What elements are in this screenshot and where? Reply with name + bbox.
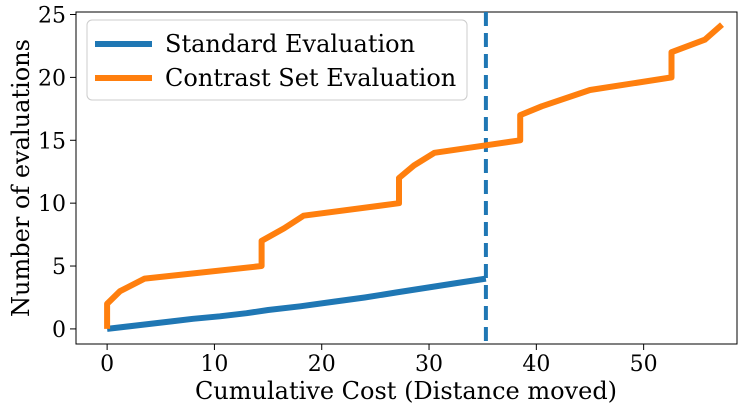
- plot-frame: [75, 11, 738, 345]
- x-tick-label: 30: [415, 352, 443, 377]
- series-line-standard: [106, 275, 487, 332]
- y-tick-label: 10: [38, 192, 66, 217]
- legend-label-contrast: Contrast Set Evaluation: [165, 64, 456, 92]
- legend-label-standard: Standard Evaluation: [165, 30, 415, 58]
- x-tick-label: 50: [630, 352, 658, 377]
- x-axis: 0 10 20 30 40 50: [100, 344, 658, 377]
- y-tick-label: 25: [38, 4, 66, 29]
- series-line-contrast: [104, 22, 724, 329]
- legend: Standard Evaluation Contrast Set Evaluat…: [86, 19, 468, 101]
- x-tick-label: 20: [308, 352, 336, 377]
- x-tick-label: 40: [522, 352, 550, 377]
- legend-box: [86, 19, 468, 101]
- y-axis: 0 5 10 15 20 25: [38, 4, 76, 343]
- x-axis-label: Cumulative Cost (Distance moved): [195, 377, 617, 405]
- data-series: [104, 22, 724, 332]
- x-tick-label: 10: [200, 352, 228, 377]
- y-tick-label: 20: [38, 66, 66, 91]
- y-tick-label: 0: [52, 318, 66, 343]
- y-tick-label: 5: [52, 255, 66, 280]
- y-tick-label: 15: [38, 129, 66, 154]
- y-axis-label: Number of evaluations: [7, 39, 35, 317]
- x-tick-label: 0: [100, 352, 114, 377]
